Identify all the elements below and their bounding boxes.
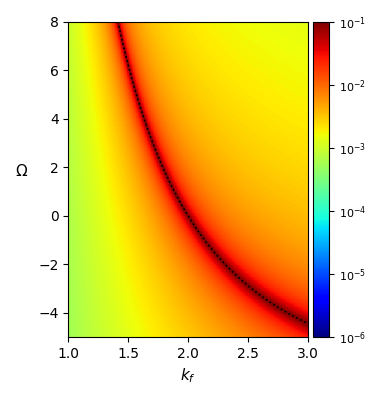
X-axis label: $k_f$: $k_f$ bbox=[180, 366, 196, 385]
Y-axis label: $\Omega$: $\Omega$ bbox=[15, 163, 28, 179]
